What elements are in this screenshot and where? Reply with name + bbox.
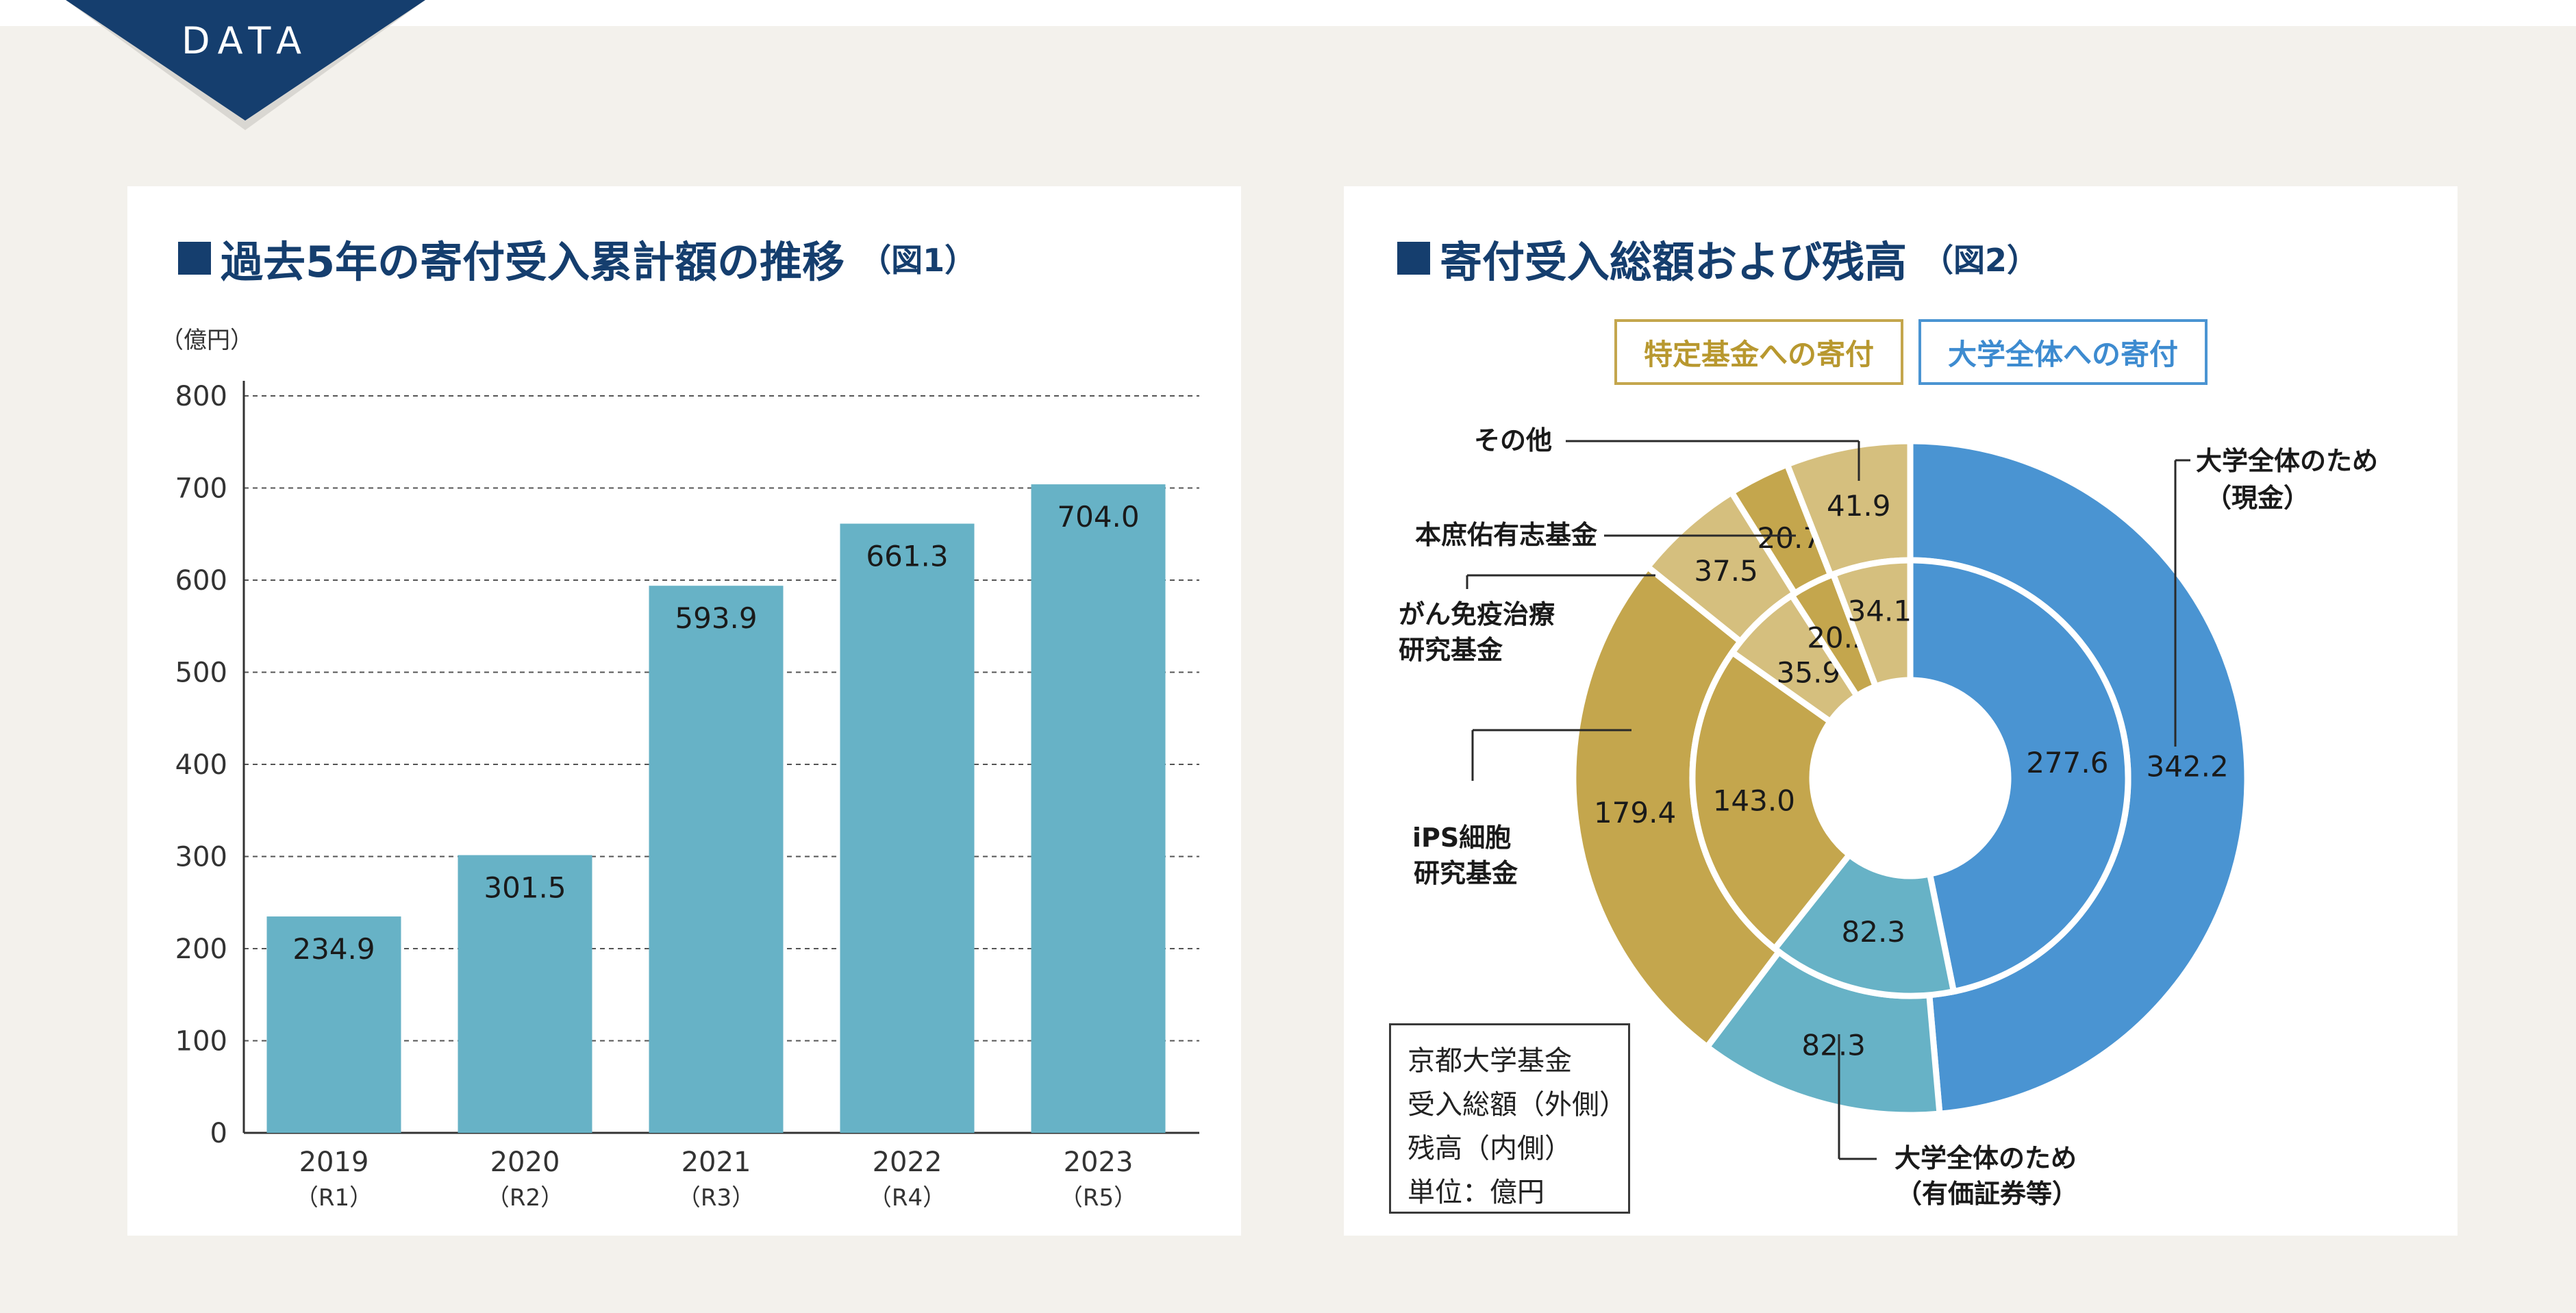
note-line: 京都大学基金: [1408, 1045, 1572, 1077]
bar: [1031, 484, 1166, 1133]
bar-chart-panel: 過去5年の寄付受入累計額の推移 （図1） （億円） 0 100 200 300 400 50…: [127, 186, 1241, 1236]
x-tick-label: 2021: [681, 1147, 751, 1178]
callout-label: 本庶佑有志基金: [1415, 520, 1598, 550]
inner-ring-slice: [1770, 850, 1958, 999]
bar: [458, 855, 592, 1133]
note-line: 単位：億円: [1408, 1177, 1545, 1208]
title-square-icon: [178, 242, 211, 275]
inner-slice-value-label: 143.0: [1713, 784, 1795, 818]
bar-value-label: 234.9: [292, 932, 375, 966]
outer-slice-value-label: 37.5: [1694, 554, 1758, 588]
title-square-icon: [1397, 242, 1430, 275]
donut-chart-panel: 寄付受入総額および残高 （図2） 特定基金への寄付 大学全体への寄付 342.2…: [1344, 186, 2458, 1236]
inner-ring-slice: [1907, 557, 2131, 995]
y-tick-label: 800: [175, 381, 227, 412]
callout-label: 研究基金: [1399, 635, 1503, 665]
x-tick-sublabel: （R4）: [868, 1184, 946, 1212]
data-ribbon: [66, 0, 425, 130]
x-tick-sublabel: （R3）: [677, 1184, 755, 1212]
donut-chart-title: 寄付受入総額および残高 （図2）: [1397, 227, 2038, 289]
x-tick-label: 2022: [873, 1147, 942, 1178]
bar: [840, 523, 975, 1133]
bar-value-label: 661.3: [866, 540, 948, 573]
y-unit-label: （億円）: [160, 327, 253, 354]
inner-ring-slice: [1689, 648, 1854, 953]
callout-label: がん免疫治療: [1399, 599, 1555, 629]
note-line: 残高（内側）: [1408, 1133, 1572, 1164]
x-tick-sublabel: （R5）: [1060, 1184, 1137, 1212]
callout-label: （有価証券等）: [1896, 1179, 2078, 1209]
y-tick-label: 500: [175, 658, 227, 689]
y-tick-label: 400: [175, 749, 227, 781]
bar-chart-fig-label: （図1）: [860, 242, 977, 279]
callout-label: iPS細胞: [1412, 823, 1511, 853]
callout-label: 大学全体のため: [1895, 1143, 2077, 1173]
bar: [266, 916, 401, 1133]
inner-slice-value-label: 35.9: [1777, 655, 1841, 689]
legend-university-wide: 大学全体への寄付: [1918, 319, 2208, 385]
note-box: 京都大学基金 受入総額（外側） 残高（内側） 単位：億円: [1389, 1023, 1630, 1214]
callout-label: 研究基金: [1414, 858, 1518, 888]
x-tick-label: 2023: [1064, 1147, 1134, 1178]
callout-label: （現金）: [2205, 483, 2310, 513]
inner-slice-value-label: 34.1: [1848, 595, 1912, 628]
bar-chart: （億円） 0 100 200 300 400 500 600 700 800 234.9 2019 （R…: [160, 327, 1199, 1212]
top-band: [0, 0, 2576, 26]
callout-label: その他: [1474, 425, 1552, 455]
outer-slice-value-label: 82.3: [1801, 1028, 1866, 1062]
inner-slice-value-label: 82.3: [1842, 915, 1906, 949]
inner-slice-value-label: 277.6: [2026, 746, 2108, 779]
donut-chart: 342.282.3179.437.520.741.9277.682.3143.0…: [1399, 425, 2378, 1209]
y-tick-label: 600: [175, 565, 227, 597]
bar-value-label: 593.9: [675, 601, 757, 635]
bar-value-label: 704.0: [1057, 500, 1139, 534]
bar-value-label: 301.5: [484, 871, 566, 904]
y-tick-label: 200: [175, 934, 227, 965]
outer-slice-value-label: 179.4: [1594, 796, 1676, 829]
inner-ring-slice: [1829, 557, 1914, 691]
data-badge: DATA: [181, 19, 310, 62]
note-line: 受入総額（外側）: [1408, 1089, 1627, 1121]
y-tick-label: 700: [175, 473, 227, 505]
y-tick-label: 0: [210, 1118, 227, 1149]
donut-chart-title-text: 寄付受入総額および残高: [1440, 237, 1908, 287]
x-tick-label: 2020: [490, 1147, 560, 1178]
bar: [649, 586, 784, 1133]
callout-label: 大学全体のため: [2196, 446, 2378, 476]
y-tick-label: 100: [175, 1026, 227, 1058]
outer-slice-value-label: 342.2: [2146, 749, 2228, 783]
outer-slice-value-label: 41.9: [1827, 489, 1891, 523]
legend-special-funds: 特定基金への寄付: [1614, 319, 1903, 385]
y-tick-label: 300: [175, 842, 227, 873]
donut-chart-fig-label: （図2）: [1922, 242, 2039, 279]
x-tick-label: 2019: [299, 1147, 369, 1178]
x-tick-sublabel: （R1）: [295, 1184, 373, 1212]
bar-chart-title-text: 過去5年の寄付受入累計額の推移: [221, 237, 845, 287]
x-tick-sublabel: （R2）: [486, 1184, 564, 1212]
bar-chart-title: 過去5年の寄付受入累計額の推移 （図1）: [178, 227, 976, 289]
